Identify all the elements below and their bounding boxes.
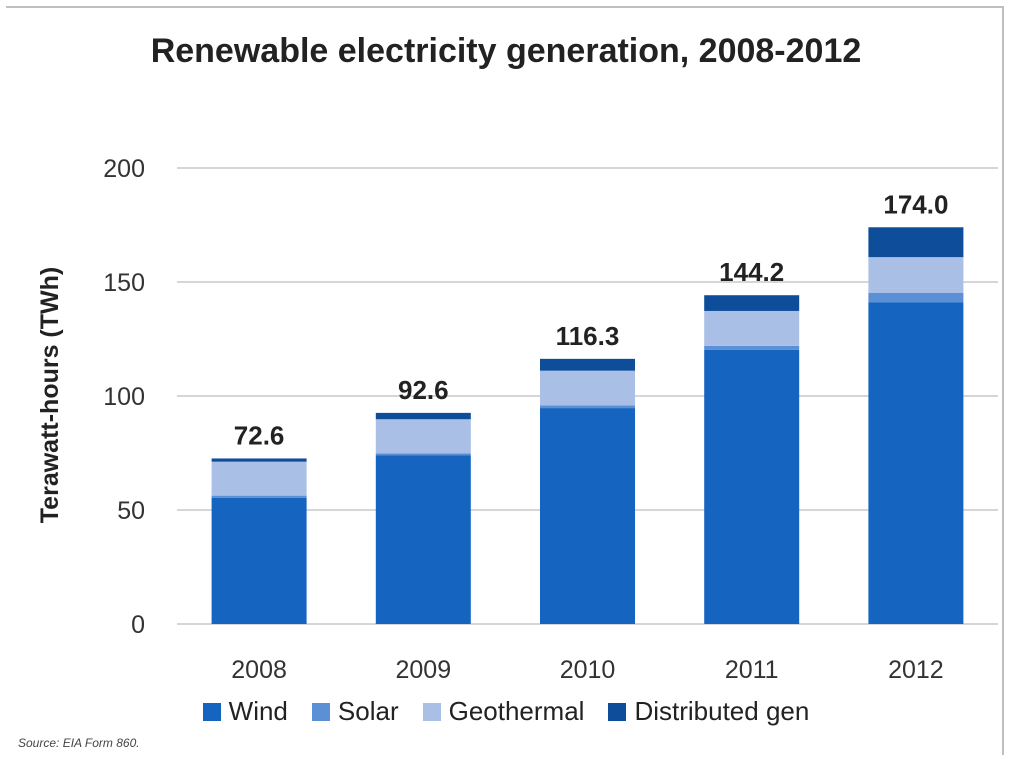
- bar-geothermal: [704, 310, 800, 346]
- legend-item: Distributed gen: [608, 696, 809, 727]
- legend-swatch: [311, 702, 330, 721]
- legend-swatch: [202, 702, 221, 721]
- total-label: 116.3: [556, 321, 620, 351]
- bar-solar: [540, 405, 635, 409]
- bar-wind: [868, 302, 964, 624]
- y-tick-label: 50: [117, 497, 145, 525]
- bar-geothermal: [868, 257, 964, 293]
- bar-solar: [868, 292, 964, 303]
- bar-wind: [704, 349, 800, 624]
- x-tick-label: 2009: [395, 656, 451, 684]
- bar-distributed-gen: [868, 227, 964, 258]
- bar-solar: [704, 345, 800, 350]
- bar-wind: [375, 455, 471, 624]
- chart-title: Renewable electricity generation, 2008-2…: [150, 32, 862, 70]
- bar-wind: [211, 497, 307, 624]
- legend-item: Geothermal: [422, 696, 585, 727]
- total-label: 144.2: [719, 257, 784, 287]
- x-tick-label: 2008: [231, 656, 287, 684]
- source-note: Source: EIA Form 860.: [18, 736, 140, 750]
- legend-label: Wind: [228, 696, 288, 726]
- legend-label: Solar: [337, 696, 399, 726]
- bar-geothermal: [375, 419, 471, 454]
- x-tick-label: 2011: [725, 656, 779, 684]
- total-label: 72.6: [234, 420, 285, 450]
- bar-geothermal: [211, 461, 307, 496]
- bar-solar: [211, 495, 307, 498]
- x-tick-label: 2012: [888, 656, 944, 684]
- bar-distributed-gen: [211, 458, 307, 462]
- legend: Wind Solar Geothermal Distributed gen: [0, 696, 1012, 727]
- legend-label: Distributed gen: [634, 696, 810, 726]
- bar-distributed-gen: [375, 412, 471, 420]
- total-label: 174.0: [883, 189, 948, 219]
- bar-geothermal: [540, 370, 635, 406]
- y-tick-label: 150: [103, 269, 145, 297]
- bar-distributed-gen: [704, 295, 800, 311]
- legend-swatch: [608, 702, 627, 721]
- legend-item: Solar: [311, 696, 399, 727]
- total-label: 92.6: [398, 375, 449, 405]
- y-axis-label: Terawatt-hours (TWh): [36, 267, 64, 523]
- x-tick-label: 2010: [560, 656, 616, 684]
- y-tick-label: 100: [103, 383, 145, 411]
- bar-distributed-gen: [540, 358, 635, 371]
- legend-item: Wind: [202, 696, 288, 727]
- bar-solar: [375, 453, 471, 456]
- legend-label: Geothermal: [448, 696, 585, 726]
- bar-wind: [540, 408, 635, 624]
- y-tick-label: 0: [131, 611, 145, 639]
- chart-frame: [6, 6, 1004, 755]
- y-tick-label: 200: [103, 155, 145, 183]
- legend-swatch: [422, 702, 441, 721]
